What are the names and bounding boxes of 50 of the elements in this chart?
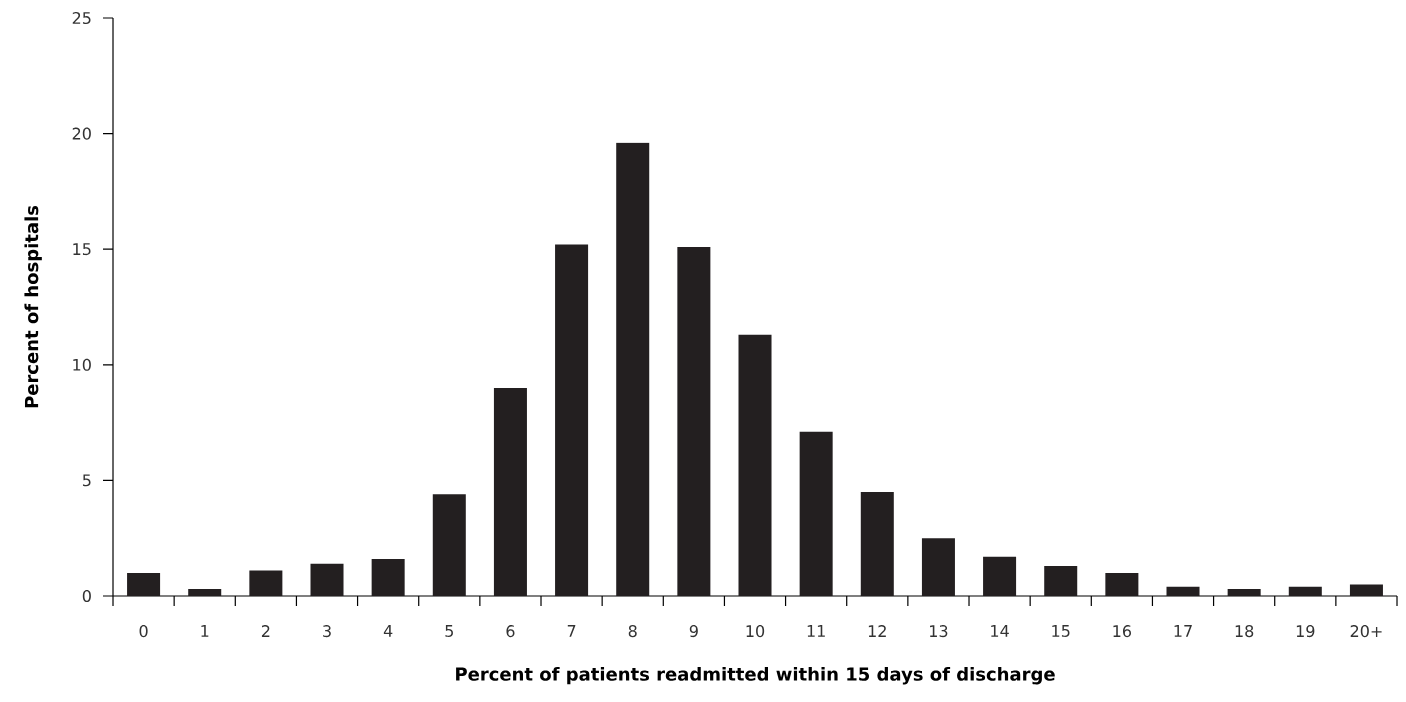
x-tick-label: 3: [323, 625, 331, 638]
bar: [799, 431, 833, 596]
y-tick-label: 5: [82, 474, 91, 487]
bar: [249, 570, 283, 596]
bar: [1227, 589, 1261, 596]
x-tick-label: 17: [1174, 625, 1192, 637]
x-tick-label: 12: [868, 625, 886, 637]
x-tick-label: 2: [261, 625, 270, 637]
x-tick-label: 8: [628, 625, 637, 638]
bar: [432, 494, 466, 596]
bar: [983, 556, 1017, 596]
x-tick-label: 4: [383, 625, 393, 637]
x-tick-label: 11: [807, 625, 825, 637]
x-axis-title: Percent of patients readmitted within 15 days of discharge: [456, 666, 1055, 685]
bar: [1105, 572, 1139, 596]
bar: [188, 589, 222, 596]
y-tick-label: 25: [72, 11, 91, 25]
x-tick-label: 16: [1113, 625, 1132, 638]
bar: [677, 246, 711, 596]
y-tick-label: 20: [72, 127, 91, 140]
y-axis-title: Percent of hospitals: [24, 205, 42, 408]
bar: [921, 538, 955, 596]
bar: [555, 244, 589, 596]
x-tick-label: 10: [746, 625, 765, 638]
bar: [127, 572, 161, 596]
x-tick-label: 5: [445, 625, 453, 637]
bar: [738, 334, 772, 596]
x-tick-label: 6: [506, 625, 515, 638]
y-tick-label: 10: [73, 358, 91, 371]
x-tick-label: 1: [201, 625, 209, 637]
bar: [616, 142, 650, 596]
bar: [371, 559, 405, 596]
x-tick-label: 0: [139, 625, 148, 638]
x-tick-label: 9: [689, 625, 698, 638]
y-tick-label: 15: [73, 243, 91, 256]
bar: [493, 387, 527, 596]
bar: [310, 563, 344, 596]
x-tick-label: 14: [991, 625, 1009, 637]
x-tick-label: 15: [1052, 625, 1070, 637]
x-tick-label: 19: [1296, 625, 1315, 638]
bar: [860, 491, 894, 596]
bar: [1044, 565, 1078, 596]
y-tick-label: 0: [82, 589, 91, 603]
x-tick-label: 13: [930, 625, 948, 638]
bar: [1166, 586, 1200, 596]
x-tick-label: 7: [567, 625, 576, 637]
bar: [1288, 586, 1322, 596]
x-tick-label: 20+: [1350, 625, 1382, 638]
bar: [1349, 584, 1383, 596]
x-tick-label: 18: [1235, 625, 1254, 638]
